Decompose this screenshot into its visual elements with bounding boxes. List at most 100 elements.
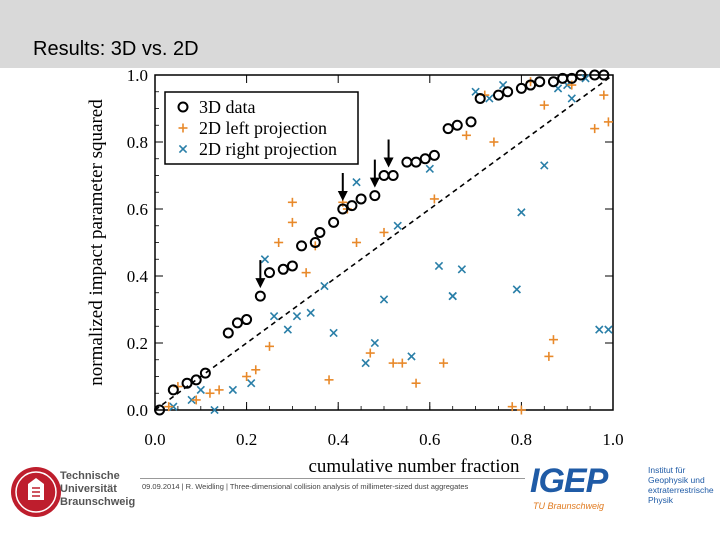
point-x [434, 261, 444, 271]
y-tick-label: 0.8 [127, 133, 148, 152]
x-tick-label: 0.0 [144, 430, 165, 449]
point-circle [286, 260, 298, 272]
point-circle [154, 404, 166, 416]
point-circle [199, 367, 211, 379]
arrow-marker [369, 159, 380, 188]
tu-name: Technische Universität Braunschweig [60, 470, 136, 508]
point-plus [274, 238, 284, 247]
footer-text: 09.09.2014 | R. Weidling | Three-dimensi… [142, 482, 469, 491]
point-x [485, 94, 494, 103]
point-x [306, 308, 315, 318]
point-circle [474, 92, 486, 104]
point-x [352, 178, 361, 187]
point-circle [231, 317, 243, 329]
point-circle [547, 76, 559, 88]
point-x [228, 385, 238, 395]
point-circle [264, 267, 275, 279]
point-plus [507, 402, 517, 412]
point-x [210, 405, 219, 415]
point-x [269, 312, 279, 321]
point-circle [277, 263, 289, 275]
point-plus [352, 238, 362, 247]
arrow-marker [383, 139, 394, 168]
point-plus [287, 217, 297, 227]
point-circle [309, 237, 321, 248]
point-circle [428, 149, 440, 161]
point-plus [539, 100, 549, 110]
point-x [292, 312, 302, 321]
point-circle [241, 314, 253, 326]
point-circle [493, 89, 504, 101]
point-plus [548, 335, 558, 345]
y-tick-label: 0.6 [127, 200, 148, 219]
point-circle [328, 216, 340, 228]
point-x [379, 295, 389, 304]
reference-diagonal [154, 74, 614, 411]
y-tick-label: 0.2 [127, 334, 148, 353]
arrow-marker [337, 173, 348, 201]
point-circle [515, 82, 527, 94]
legend-label: 2D right projection [199, 139, 337, 159]
point-circle [355, 193, 367, 205]
point-plus [242, 372, 252, 381]
point-x [361, 358, 370, 368]
legend-label: 2D left projection [199, 118, 327, 138]
point-circle [190, 374, 202, 386]
point-x [512, 285, 521, 294]
legend-marker [178, 123, 188, 133]
point-circle [525, 79, 537, 91]
legend-marker [177, 101, 189, 113]
point-x [370, 338, 380, 348]
point-x [393, 221, 402, 230]
point-circle [575, 69, 587, 81]
point-plus [164, 402, 174, 412]
point-x [320, 281, 329, 291]
point-x [581, 74, 590, 83]
tu-braunschweig-logo [11, 467, 61, 517]
y-axis-label: normalized impact parameter squared [86, 99, 107, 386]
point-x [260, 255, 270, 264]
point-circle [502, 86, 514, 98]
legend-marker [178, 144, 188, 154]
point-x [604, 325, 613, 334]
point-plus [397, 358, 407, 368]
igep-subtitle: TU Braunschweig [533, 501, 605, 511]
point-circle [167, 384, 179, 396]
legend-box [164, 91, 359, 165]
point-x [247, 379, 256, 388]
point-x [187, 395, 196, 405]
igep-logo: IGEP [530, 462, 608, 500]
y-tick-label: 0.4 [127, 267, 149, 286]
point-plus [287, 197, 297, 207]
point-x [517, 208, 526, 217]
point-circle [598, 69, 610, 81]
point-plus [324, 375, 334, 385]
point-plus [365, 348, 375, 358]
point-circle [566, 72, 578, 84]
x-axis-label: cumulative number fraction [308, 456, 520, 477]
point-plus [590, 124, 600, 134]
point-plus [191, 395, 201, 405]
point-circle [254, 290, 266, 302]
point-circle [296, 240, 308, 252]
point-plus [544, 351, 554, 361]
point-plus [461, 130, 471, 140]
x-tick-label: 1.0 [602, 430, 623, 449]
y-tick-label: 0.0 [127, 401, 148, 420]
point-x [540, 161, 549, 170]
point-circle [314, 226, 326, 238]
point-plus [599, 90, 609, 100]
point-x [595, 325, 604, 334]
point-circle [337, 203, 349, 215]
point-plus [489, 137, 499, 147]
title-bar [0, 0, 720, 68]
axes: 0.0 0.0 0.2 0.2 0.4 0.4 0.6 0.6 0.8 0.8 1.0 1.0 cumu… [86, 66, 624, 477]
point-plus [379, 227, 389, 237]
point-circle [451, 119, 463, 131]
point-circle [369, 190, 381, 202]
point-circle [387, 170, 399, 181]
point-x [283, 325, 292, 334]
point-circle [419, 153, 431, 165]
